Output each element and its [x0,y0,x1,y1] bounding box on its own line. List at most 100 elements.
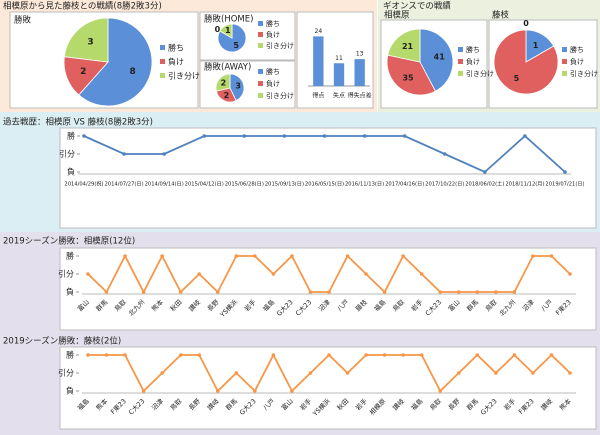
chart-title: 相模原 [384,10,410,21]
chart-title: 2019シーズン勝敗：藤枝(2位) [3,336,121,347]
point [104,353,109,357]
legend-swatch [160,45,165,50]
y-tick-label: 負 [67,167,75,177]
legend-label: 負け [266,30,280,39]
point [327,353,331,357]
point [512,353,517,357]
section-title: ギオンスでの戦績 [383,1,451,12]
x-tick-label: 2017/10/22(日) [425,181,464,188]
point [86,353,90,357]
point [234,254,239,258]
y-tick-label: 勝 [67,131,75,141]
legend-swatch [258,32,263,37]
legend-label: 負け [466,57,480,66]
x-tick-label: 2015/09/13(日) [265,181,304,188]
point [494,371,498,375]
point [345,371,350,375]
point [523,134,527,138]
point [438,389,443,393]
point [308,290,313,294]
point [475,290,480,294]
x-tick-label: 2015/06/28(日) [225,181,264,188]
y-tick-label: 勝 [66,251,74,261]
legend-swatch [458,59,463,64]
y-tick-label: 引分 [58,369,74,378]
x-tick-label: 失点 [333,92,345,100]
point [160,371,164,375]
point [141,389,146,393]
data-label: 35 [402,73,414,82]
legend-label: 勝ち [266,67,280,76]
point [242,134,247,138]
point [512,290,517,294]
point [419,353,424,357]
legend-swatch [160,59,165,64]
point [202,134,207,138]
data-label: 0 [523,19,529,28]
box [59,247,597,331]
data-label: 13 [356,51,364,58]
point [402,134,407,138]
legend-swatch [562,71,567,76]
point [197,353,202,357]
box [199,11,296,61]
pie-slice [63,17,109,63]
point [568,272,572,276]
pie-slice [419,28,454,92]
legend-label: 勝ち [466,45,480,54]
point [215,290,220,294]
data-label: 8 [130,67,136,77]
point [442,152,447,156]
data-label: 1 [533,41,539,50]
point [364,272,368,276]
section-title: 相模原から見た藤枝との戦績(8勝2敗3分) [3,1,162,12]
point [271,353,276,357]
legend-label: 引き分け [168,72,200,81]
point [401,254,405,258]
point [401,353,405,357]
x-tick-label: 2016/05/15(日) [305,181,344,188]
chart-title: 過去戦歴：相模原 VS 藤枝(8勝2敗3分) [3,117,153,128]
x-tick-label: 2018/06/02(土) [465,180,504,188]
data-label: 2 [80,67,86,77]
point [123,353,127,357]
y-tick-label: 引分 [58,270,74,279]
point [531,371,535,375]
x-tick-label: 2017/04/16(日) [385,181,424,188]
point [568,371,572,375]
box [59,346,597,430]
point [475,353,480,357]
point [456,371,461,375]
data-label: 3 [235,82,241,91]
legend-swatch [562,47,567,52]
x-tick-label: 2016/11/13(日) [345,181,384,188]
data-label: 21 [402,42,414,51]
data-label: 41 [434,53,446,62]
point [123,254,127,258]
legend-label: 勝ち [570,45,584,54]
y-tick-label: 負 [66,287,74,297]
point [234,371,239,375]
x-tick-label: 2014/07/27(日) [105,181,144,188]
data-label: 2 [224,91,230,100]
legend-label: 引き分け [570,69,598,78]
pie-slice [215,73,231,92]
pie-slice [215,87,237,103]
point [364,353,368,357]
pie-slice [387,28,421,63]
point [531,254,535,258]
legend-label: 勝ち [266,19,280,28]
point [215,389,220,393]
point [197,272,202,276]
point [253,389,257,393]
legend-label: 引き分け [266,41,294,50]
point [549,353,554,357]
pie-slice [386,54,436,96]
chart-title: 2019シーズン勝敗：相模原(12位) [3,236,135,247]
point [141,290,146,294]
x-tick-label: 得点 [312,92,324,100]
box [59,127,597,229]
pie-slice [78,17,153,107]
